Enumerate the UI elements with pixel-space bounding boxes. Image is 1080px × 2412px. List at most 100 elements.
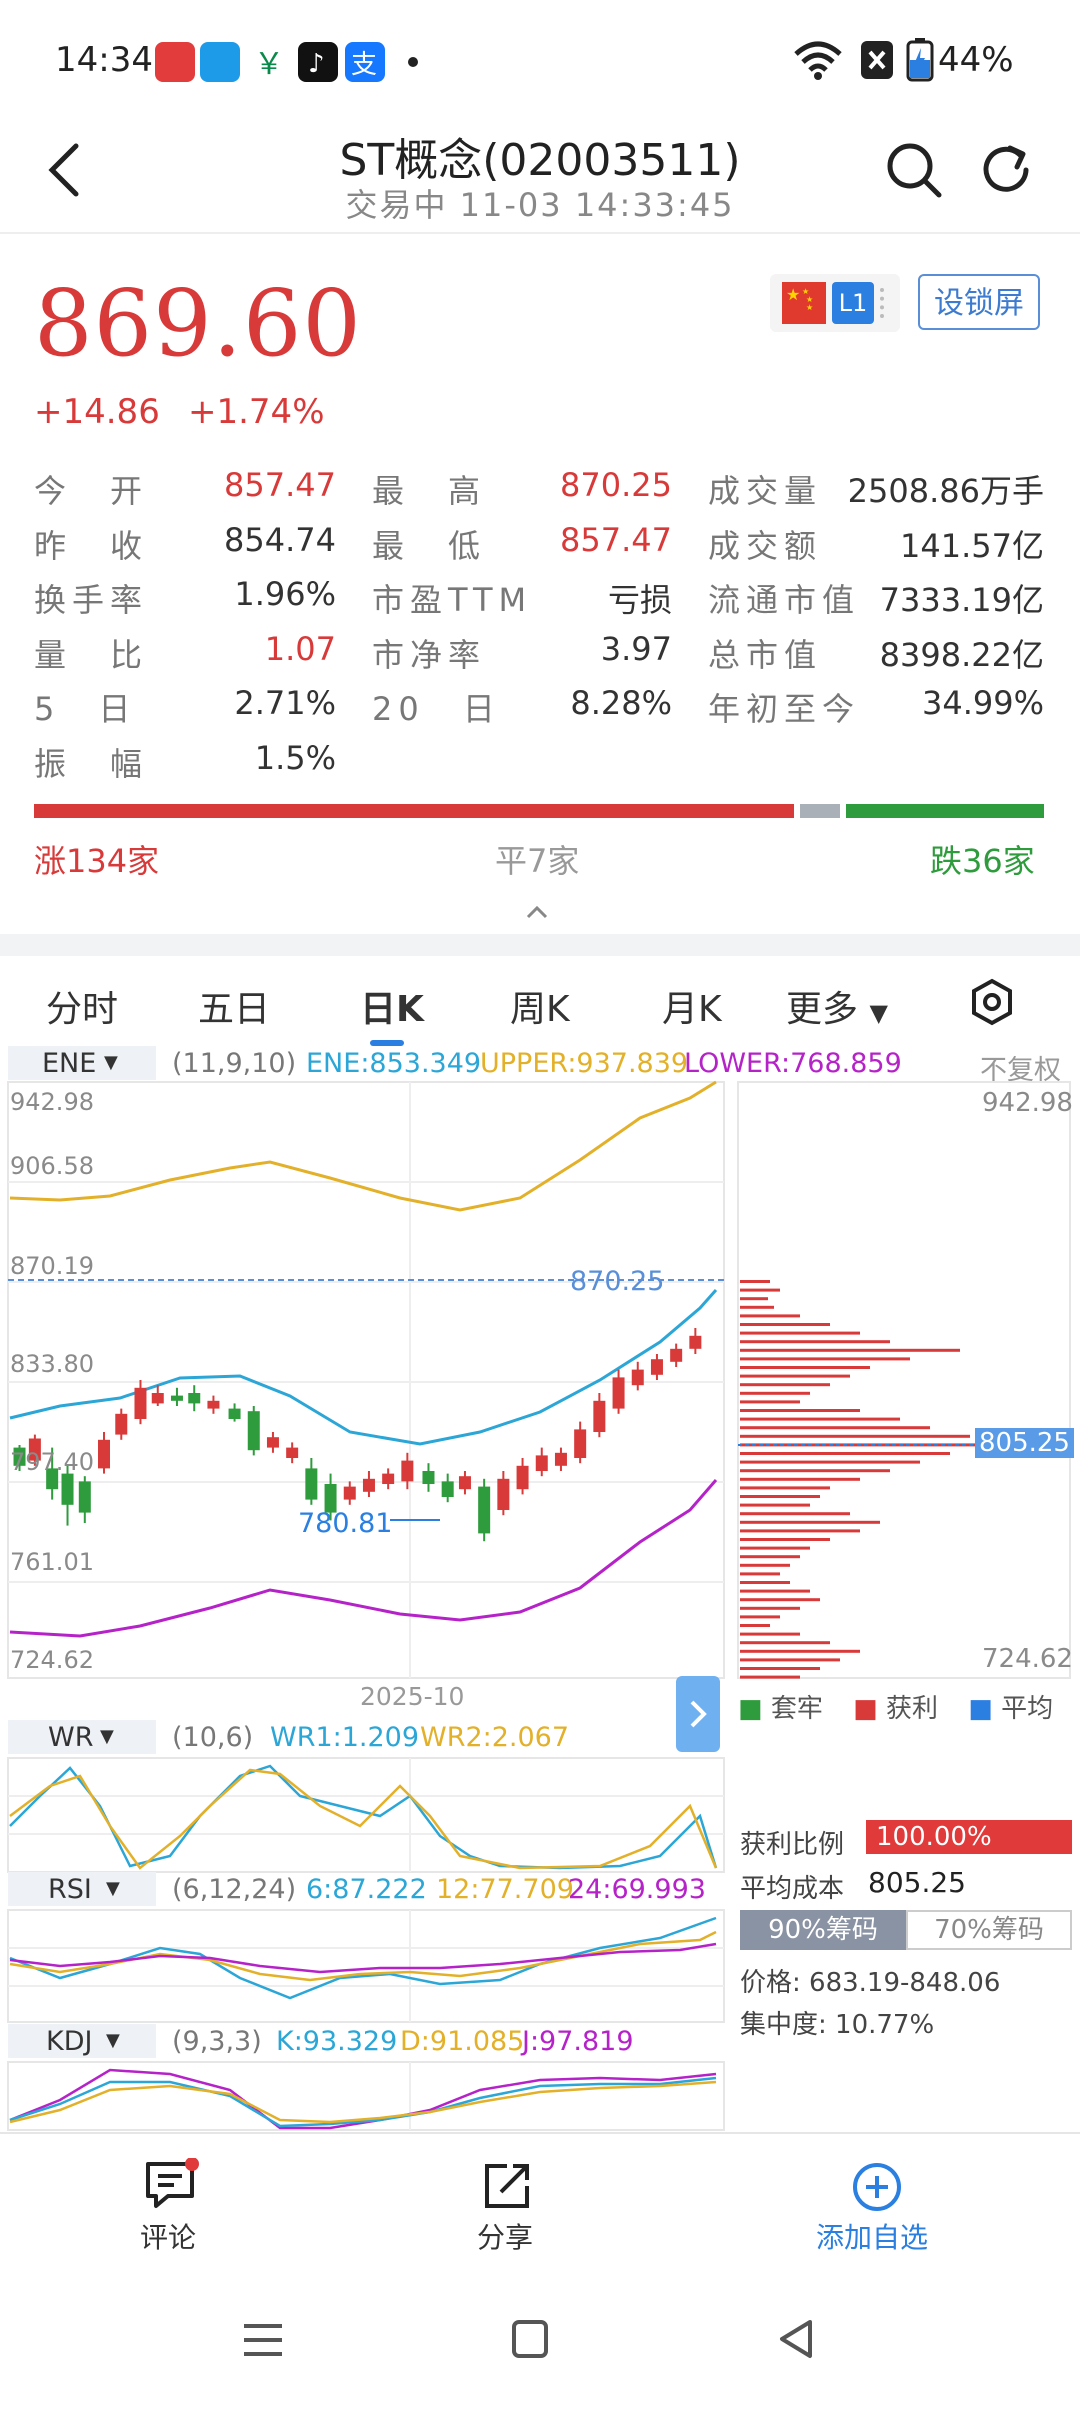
battery-icon	[906, 38, 934, 82]
tab-more[interactable]: 更多 ▼	[786, 980, 888, 1032]
wr-chart	[7, 1757, 725, 1873]
caret-down-icon: ▼	[106, 2030, 120, 2051]
candle-body	[458, 1476, 471, 1490]
comment-icon	[146, 2158, 199, 2208]
stat-label: 20 日	[372, 690, 501, 728]
refresh-icon[interactable]	[976, 140, 1036, 200]
stat-label: 5 日	[34, 690, 137, 728]
kline-chart[interactable]	[0, 1080, 730, 1680]
svg-text:￥: ￥	[254, 47, 284, 82]
wr-selector[interactable]: WR ▼	[8, 1720, 156, 1754]
settings-hexagon-icon[interactable]	[970, 978, 1014, 1026]
wr2-line	[9, 1768, 718, 1870]
search-icon[interactable]	[884, 140, 944, 200]
active-tab-indicator	[370, 1040, 404, 1046]
stat-value: 8398.22亿	[879, 635, 1044, 674]
tab-chip-70[interactable]: 70%筹码	[906, 1910, 1072, 1950]
caret-down-icon: ▼	[104, 1052, 118, 1073]
stat-value: 857.47	[224, 466, 336, 504]
sim-off-icon	[861, 41, 893, 79]
rsi-selector[interactable]: RSI ▼	[8, 1872, 156, 1906]
china-flag-icon: ★ ★ ★ ★	[782, 282, 826, 324]
collapse-chevron-icon[interactable]	[525, 902, 549, 922]
last-price: 869.60	[34, 270, 362, 377]
rsi12-line	[9, 1930, 717, 1982]
ene-selector[interactable]: ENE ▼	[8, 1046, 156, 1080]
stat-label: 最 低	[372, 526, 487, 565]
chip-bar	[740, 1417, 900, 1421]
candle-body	[593, 1400, 606, 1432]
candle-body	[362, 1478, 375, 1492]
candle-body	[382, 1473, 395, 1484]
svg-text:★: ★	[802, 287, 809, 296]
caret-down-icon: ▼	[869, 999, 888, 1027]
chip-bar	[740, 1434, 970, 1438]
back-button[interactable]	[40, 140, 90, 200]
price-change: +14.86	[34, 392, 160, 432]
chip-bar	[740, 1520, 880, 1524]
candle-body	[151, 1393, 164, 1404]
back-nav-icon[interactable]	[776, 2318, 816, 2360]
chip-bar	[740, 1546, 810, 1550]
clock: 14:34	[55, 40, 153, 80]
chip-bar	[740, 1589, 810, 1593]
tab-weekly-k[interactable]: 周K	[510, 989, 570, 1030]
menu-nav-icon[interactable]	[240, 2320, 286, 2360]
comment-label: 评论	[140, 2221, 197, 2254]
app-notification-icon: ￥	[248, 42, 288, 82]
stat-value: 3.97	[600, 629, 672, 668]
low-price-marker: 780.81	[298, 1508, 393, 1539]
breadth-down: 跌36家	[930, 842, 1035, 880]
y-label: 906.58	[10, 1152, 94, 1180]
y-label: 797.40	[10, 1448, 94, 1476]
caret-down-icon: ▼	[100, 1726, 114, 1747]
expand-chip-button[interactable]	[676, 1676, 720, 1752]
stat-value: 854.74	[224, 520, 336, 559]
y-label: 724.62	[10, 1646, 94, 1674]
stat-label: 流通市值	[708, 581, 861, 619]
add-watchlist-label: 添加自选	[816, 2221, 929, 2254]
share-button[interactable]: 分享	[455, 2150, 555, 2260]
wifi-icon	[794, 41, 842, 80]
market-badge[interactable]: ★ ★ ★ ★ L1	[770, 274, 900, 332]
chip-bar	[740, 1503, 810, 1507]
candle-body	[28, 1438, 41, 1461]
svg-text:♪: ♪	[308, 49, 325, 79]
rsi12-value: 12:77.709	[436, 1874, 574, 1905]
kdj-selector[interactable]: KDJ ▼	[8, 2024, 156, 2058]
chip-bar	[740, 1555, 800, 1559]
y-label: 761.01	[10, 1548, 94, 1576]
stat-value: 141.57亿	[900, 526, 1044, 565]
chip-bar	[740, 1400, 800, 1404]
comment-button[interactable]: 评论	[120, 2150, 220, 2260]
profit-ratio-value: 100.00%	[866, 1820, 1072, 1854]
tab-intraday[interactable]: 分时	[46, 989, 119, 1030]
candle-body	[228, 1408, 241, 1419]
rsi-params: (6,12,24)	[172, 1874, 297, 1905]
home-nav-icon[interactable]	[510, 2318, 550, 2360]
tab-monthly-k[interactable]: 月K	[662, 989, 722, 1030]
chip-bar	[740, 1305, 774, 1309]
chip-bar	[740, 1357, 910, 1361]
kdj-indicator-name: KDJ	[46, 2026, 93, 2057]
add-watchlist-button[interactable]: 添加自选	[800, 2150, 960, 2260]
more-notifications-dot	[408, 57, 418, 67]
price-change-pct: +1.74%	[188, 392, 325, 432]
chip-bar	[740, 1443, 1000, 1447]
concentration: 集中度: 10.77%	[740, 2010, 935, 2040]
adjust-mode[interactable]: 不复权	[980, 1055, 1061, 1086]
candle-body	[574, 1429, 587, 1458]
ene-value: ENE:853.349	[306, 1048, 482, 1079]
tab-daily-k[interactable]: 日K	[360, 989, 424, 1030]
stat-label: 振 幅	[34, 744, 149, 783]
tab-five-day[interactable]: 五日	[198, 989, 271, 1030]
kdj-d-value: D:91.085	[400, 2026, 525, 2057]
chip-bar	[740, 1615, 780, 1619]
chip-bar	[740, 1426, 930, 1430]
chip-bar	[740, 1460, 920, 1464]
candle-body	[670, 1348, 683, 1362]
wr1-line	[9, 1764, 718, 1870]
lock-screen-button[interactable]: 设锁屏	[918, 274, 1040, 330]
stat-value: 2.71%	[234, 684, 336, 722]
tab-chip-90[interactable]: 90%筹码	[740, 1910, 906, 1950]
